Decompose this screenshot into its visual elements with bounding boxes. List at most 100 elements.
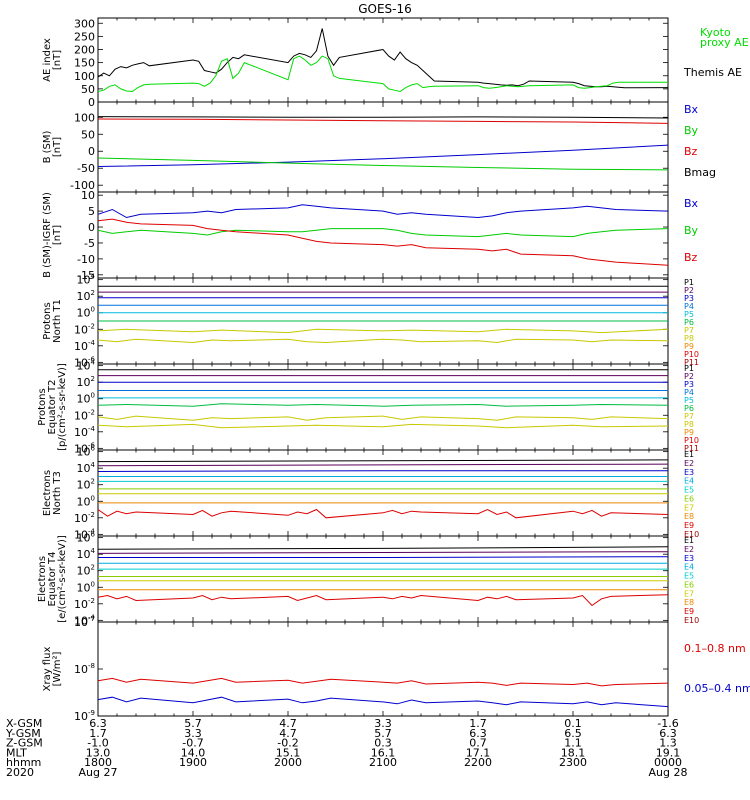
y-tick-exponent: 6 <box>91 445 96 453</box>
footer-value: 1.1 <box>564 737 582 750</box>
y-tick-exponent: 4 <box>91 359 96 367</box>
y-tick-exponent: -4 <box>88 527 96 535</box>
y-tick-label: -50 <box>77 162 95 175</box>
footer-value: 3.3 <box>374 717 392 730</box>
y-tick-label: 100 <box>77 306 95 320</box>
footer-value: 18.1 <box>561 746 586 759</box>
y-tick-label: 102 <box>77 478 95 492</box>
y-tick-exponent: -2 <box>88 511 95 519</box>
series-line-0-05-0-4-nm <box>97 696 669 708</box>
y-tick-exponent: 2 <box>91 478 95 486</box>
y-tick-exponent: 0 <box>91 494 95 502</box>
footer-value: 5.7 <box>184 717 202 730</box>
footer-value: -0.2 <box>277 737 298 750</box>
legend-entry: 0.05–0.4 nm <box>684 682 750 695</box>
legend-bsm: Bx By Bz Bmag <box>684 103 716 179</box>
series-line-E3 <box>97 470 668 472</box>
panel-frame-bsm <box>97 101 669 193</box>
series-line-Themis-AE <box>97 28 669 89</box>
legend-entry: P11 <box>684 444 699 453</box>
y-tick-exponent: 4 <box>91 461 96 469</box>
y-axis-label: AE index <box>42 38 53 82</box>
series-line-Bx <box>97 144 669 167</box>
footer-value: 0.3 <box>374 737 392 750</box>
legend-entry: P1 <box>684 278 694 287</box>
y-tick-label: 50 <box>81 83 95 96</box>
y-axis-label: [nT] <box>52 225 63 245</box>
legend-entry: P10 <box>684 350 699 359</box>
legend-entry: E5 <box>684 572 694 581</box>
legend-entry: E5 <box>684 486 694 495</box>
legend-entry: P7 <box>684 412 694 421</box>
footer-value: 4.7 <box>279 717 297 730</box>
y-tick-label: 10-2 <box>74 408 95 422</box>
y-axis-label: [e/(cm²-s-sr-keV)] <box>57 535 68 623</box>
legend-entry: E3 <box>684 468 694 477</box>
legend-entry: P4 <box>684 302 694 311</box>
footer-value: 6.5 <box>564 727 582 740</box>
y-tick-label: 10-2 <box>74 597 95 611</box>
y-tick-label: 102 <box>77 564 95 578</box>
y-tick-label: 0 <box>88 96 95 109</box>
series-line-P8 <box>97 423 669 429</box>
y-tick-label: 100 <box>77 580 95 594</box>
footer-value: 6.3 <box>659 727 677 740</box>
footer-value: 2300 <box>559 756 587 769</box>
panel-frame-ent3 <box>97 449 669 537</box>
footer-value: Aug 28 <box>649 766 688 779</box>
y-axis-label: Protons <box>42 302 53 339</box>
y-tick-label: -100 <box>70 179 95 192</box>
series-line-Bz <box>97 218 669 266</box>
legend-entry: E4 <box>684 477 694 486</box>
legend-entry: P9 <box>684 428 694 437</box>
legend-entry: E4 <box>684 563 694 572</box>
footer-value: 2200 <box>464 756 492 769</box>
y-tick-label: 5 <box>88 205 95 218</box>
legend-entry: E10 <box>684 530 699 539</box>
y-axis-label: North T3 <box>52 471 63 515</box>
y-tick-label: 0 <box>88 221 95 234</box>
legend-entry: Bx <box>684 197 699 210</box>
y-tick-exponent: -9 <box>88 709 95 717</box>
y-tick-label: 10-4 <box>74 425 96 439</box>
series-line-E1 <box>97 459 669 463</box>
y-tick-label: 50 <box>81 128 95 141</box>
footer-value: 1.3 <box>659 737 677 750</box>
series-line-By <box>97 228 669 238</box>
y-tick-exponent: 2 <box>91 564 95 572</box>
legend-entry: E2 <box>684 545 694 554</box>
legend-entry: E6 <box>684 494 694 503</box>
footer-value: 16.1 <box>371 746 396 759</box>
footer-row-label: 2020 <box>6 766 34 779</box>
legend-entry: E6 <box>684 580 694 589</box>
footer-row-label: MLT <box>6 746 27 759</box>
legend-entry: P8 <box>684 334 694 343</box>
legend-entry: proxy AE <box>700 36 749 49</box>
footer-value: 3.3 <box>184 727 202 740</box>
y-tick-exponent: 0 <box>91 392 95 400</box>
y-tick-label: 106 <box>77 445 96 459</box>
legend-entry: P9 <box>684 342 694 351</box>
legend-entry: 0.1–0.8 nm <box>684 642 746 655</box>
legend-entry: E1 <box>684 450 694 459</box>
legend-entry: P5 <box>684 396 694 405</box>
y-tick-exponent: 2 <box>91 375 95 383</box>
y-axis-label: Protons <box>37 388 48 425</box>
y-tick-label: 10-2 <box>74 322 95 336</box>
legend-entry: E7 <box>684 503 694 512</box>
footer-value: 6.3 <box>469 727 487 740</box>
footer-value: -1.6 <box>657 717 678 730</box>
footer-value: 5.7 <box>374 727 392 740</box>
legend-entry: P4 <box>684 388 694 397</box>
y-tick-exponent: -6 <box>88 355 96 363</box>
y-axis-label: B (SM)-IGRF (SM) <box>42 192 53 278</box>
y-tick-exponent: -4 <box>88 339 96 347</box>
